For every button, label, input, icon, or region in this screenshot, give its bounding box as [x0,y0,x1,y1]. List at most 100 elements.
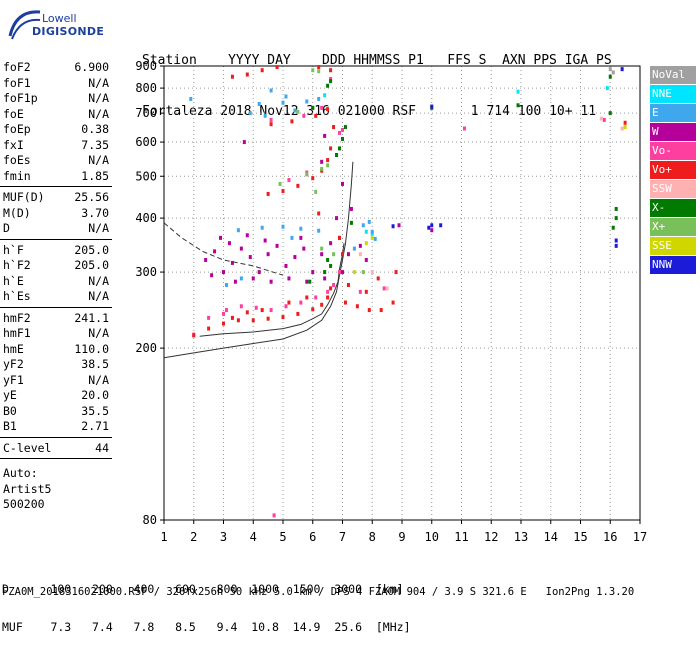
point-x- [335,152,339,157]
point-w [219,235,223,240]
point-vo- [329,286,333,291]
x-tick-label: 10 [425,530,439,544]
param-name: MUF(D) [3,190,45,204]
point-vo- [382,286,386,291]
y-tick-label: 600 [135,135,157,149]
point-e [263,113,267,118]
point-ssw [370,270,374,275]
point-w [257,270,261,275]
param-name: foE [3,106,24,121]
param-value: 38.5 [81,357,109,371]
point-w [213,249,217,254]
point-sse [370,235,374,240]
param-row-d-0: hmF2 241.1 [3,311,109,326]
logo-line2: DIGISONDE [32,25,105,38]
point-x- [329,263,333,268]
point-x- [614,206,618,211]
param-name: C-level [3,440,52,455]
point-x- [311,105,315,110]
distance-muf-table: D 100 200 400 600 800 1000 1500 3000 [km… [2,558,411,646]
param-value: 0.38 [81,122,109,136]
y-tick-label: 900 [135,59,157,73]
point-vo- [275,65,279,70]
point-x- [308,279,312,284]
point-vo- [251,318,255,323]
header-axn-value: 714 [486,104,510,119]
point-w [233,279,237,284]
point-vo- [299,300,303,305]
point-nnw [391,224,395,229]
legend-item-w: W [650,123,696,141]
point-x- [608,111,612,116]
point-vo- [379,308,383,313]
y-tick-label: 700 [135,106,157,120]
param-value: 205.0 [74,242,109,257]
y-tick-label: 200 [135,341,157,355]
param-value: 35.5 [81,403,109,418]
point-x- [516,103,520,108]
point-x- [332,252,336,257]
autoscale-info-line: 500200 [3,497,45,511]
point-w [263,238,267,243]
point-vo- [320,302,324,307]
param-row-a-0: foF2 6.900 [3,60,109,75]
point-e [189,96,193,101]
point-x- [314,189,318,194]
point-e [305,99,309,104]
point-vo- [236,318,240,323]
param-value: N/A [88,91,109,105]
header-label-p1: P1 [408,53,424,68]
point-e [352,246,356,251]
param-row-e-0: C-level 44 [3,441,109,456]
y-tick-label: 300 [135,265,157,279]
point-e [269,88,273,93]
point-vo- [287,300,291,305]
header-label-s: S [478,53,487,68]
param-name: B0 [3,403,17,418]
point-w [227,241,231,246]
point-e [299,226,303,231]
header-station-value: Fortaleza [142,104,213,119]
point-x- [296,109,300,114]
param-separator [0,458,112,459]
point-vo- [338,270,342,275]
point-vo- [320,105,324,110]
x-tick-label: 8 [369,530,376,544]
param-row-d-1: hmF1 N/A [3,326,109,341]
point-nne [370,231,374,236]
point-noval [611,70,615,75]
point-w [320,159,324,164]
point-vo- [260,308,264,313]
point-x- [343,125,347,130]
header-ps-value: 11 [580,104,597,119]
point-vo- [192,333,196,338]
curve-profile-dashed [163,222,284,276]
autoscale-info-line: Auto: [3,466,38,480]
y-tick-label: 500 [135,169,157,183]
logo-line1: Lowell [42,12,77,25]
param-row-b-1: M(D) 3.70 [3,206,109,221]
point-vo- [346,283,350,288]
point-sse [364,241,368,246]
point-w [320,252,324,257]
ionogram-plot: 1 2 3 4 5 6 7 8 9 10 11 12 13 14 15 16 17802003004005006… [135,59,647,544]
x-tick-label: 13 [514,530,528,544]
point-x- [341,136,344,141]
header-values-row: Fortaleza 2018 Nov12 316 021000 RSF 1 71… [142,103,612,120]
header-year-value: 2018 [220,104,252,119]
point-vo- [207,326,211,331]
point-vo- [343,300,347,305]
legend-item-noval: NoVal [650,66,696,84]
point-x- [338,146,342,151]
param-separator [0,238,112,240]
point-w [329,241,333,246]
param-separator [0,436,112,438]
point-ssw [358,252,362,257]
point-vo- [314,113,318,118]
point-vo- [355,304,359,309]
param-row-d-3: yF2 38.5 [3,357,109,372]
point-e [248,111,252,116]
point-vo- [326,107,330,112]
point-vo- [269,122,273,127]
point-sse [623,125,627,130]
